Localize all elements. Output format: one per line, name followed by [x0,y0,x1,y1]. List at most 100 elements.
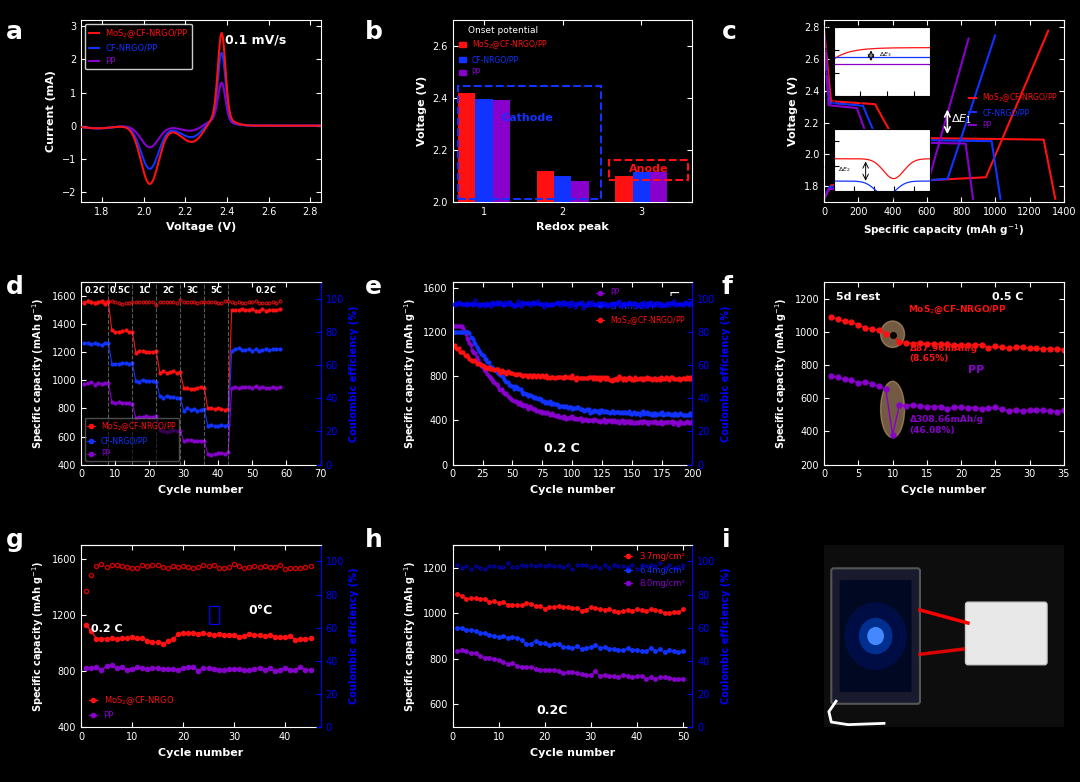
CF-NRGO/PP [678,411,691,420]
6.4mg/cm² [538,638,551,647]
MoS$_2$@CF-NRGO [248,630,261,640]
Text: c: c [721,20,737,44]
MoS$_2$@CF-NRGO [279,632,292,641]
MoS$_2$@CF-NRGO [268,632,281,641]
6.4mg/cm² [598,642,611,651]
8.0mg/cm² [576,669,589,679]
Text: 5d rest: 5d rest [836,292,880,303]
MoS$_2$@CF-NRGO [121,633,134,643]
3.7mg/cm² [464,594,477,603]
8.0mg/cm² [534,665,546,675]
3.7mg/cm² [607,607,620,616]
Text: 🌡: 🌡 [208,605,221,626]
6.4mg/cm² [667,647,680,656]
CF-NRGO/PP [511,382,524,392]
Circle shape [845,602,907,670]
8.0mg/cm² [580,670,593,680]
8.0mg/cm² [584,670,597,680]
8.0mg/cm² [507,658,519,668]
MoS$_2$@CF-NRGO [176,628,189,637]
Legend: MoS$_2$@CF-NRGO/PP, CF-NRGO/PP, PP: MoS$_2$@CF-NRGO/PP, CF-NRGO/PP, PP [85,23,192,70]
CF-NRGO/PP [457,327,470,336]
8.0mg/cm² [548,665,561,674]
PP [958,48,971,58]
Text: Δ308.66mAh/g
(46.08%): Δ308.66mAh/g (46.08%) [909,415,984,435]
CF-NRGO/PP [988,30,1001,40]
8.0mg/cm² [598,670,611,680]
MoS$_2$@CF-NRGO/PP [1036,41,1049,51]
PP [187,662,200,672]
X-axis label: Redox peak: Redox peak [536,222,609,232]
6.4mg/cm² [519,639,532,648]
3.7mg/cm² [474,595,487,604]
8.0mg/cm² [649,674,662,683]
6.4mg/cm² [525,639,538,648]
8.0mg/cm² [603,672,616,681]
PP [279,663,292,673]
PP [121,665,134,675]
PP [885,180,897,189]
Text: MoS$_2$@CF-NRGO/PP: MoS$_2$@CF-NRGO/PP [908,303,1007,315]
Y-axis label: Coulombic efficiency (%): Coulombic efficiency (%) [350,568,360,705]
6.4mg/cm² [603,644,616,653]
PP [294,662,307,672]
3.7mg/cm² [543,602,556,612]
MoS$_2$@CF-NRGO [288,635,301,644]
8.0mg/cm² [556,668,569,677]
8.0mg/cm² [672,675,685,684]
3.7mg/cm² [507,601,519,610]
Text: 0.5C: 0.5C [110,286,131,296]
3.7mg/cm² [594,604,607,614]
3.7mg/cm² [566,603,579,612]
MoS$_2$@CF-NRGO [264,631,276,640]
Text: $\Delta E_1$: $\Delta E_1$ [950,113,972,127]
FancyBboxPatch shape [839,580,912,692]
6.4mg/cm² [456,623,469,633]
6.4mg/cm² [649,647,662,656]
3.7mg/cm² [492,598,505,608]
MoS$_2$@CF-NRGO [305,633,318,643]
6.4mg/cm² [658,647,671,657]
Text: 0.2C: 0.2C [255,286,276,296]
CF-NRGO/PP [984,46,997,56]
8.0mg/cm² [621,671,634,680]
Text: 0.2 C: 0.2 C [91,624,122,634]
CF-NRGO/PP [686,410,699,419]
MoS$_2$@CF-NRGO [202,630,215,639]
MoS$_2$@CF-NRGO/PP [818,194,831,203]
MoS$_2$@CF-NRGO/PP [606,376,619,386]
6.4mg/cm² [460,626,473,635]
3.7mg/cm² [478,594,491,603]
PP [110,663,123,673]
PP [151,663,164,673]
3.7mg/cm² [621,605,634,615]
MoS$_2$@CF-NRGO/PP [447,342,460,351]
PP [125,665,138,674]
CF-NRGO/PP [818,194,831,203]
8.0mg/cm² [663,673,676,683]
MoS$_2$@CF-NRGO/PP [492,367,505,376]
3.7mg/cm² [584,603,597,612]
Bar [650,172,667,723]
PP [172,665,185,675]
3.7mg/cm² [562,603,575,612]
3.7mg/cm² [460,594,473,604]
MoS$_2$@CF-NRGO/PP [927,175,940,185]
8.0mg/cm² [474,651,487,661]
6.4mg/cm² [487,631,500,640]
Legend: MoS$_2$@CF-NRGO/PP, CF-NRGO/PP, PP: MoS$_2$@CF-NRGO/PP, CF-NRGO/PP, PP [457,23,550,79]
MoS$_2$@CF-NRGO/PP [920,176,933,185]
6.4mg/cm² [676,646,689,655]
MoS$_2$@CF-NRGO [110,634,123,644]
PP [273,665,286,674]
PP [253,663,266,673]
Ellipse shape [880,382,905,438]
PP [131,662,144,672]
Legend: 3.7mg/cm², 6.4mg/cm², 8.0mg/cm²: 3.7mg/cm², 6.4mg/cm², 8.0mg/cm² [621,549,688,591]
3.7mg/cm² [631,604,644,614]
Bar [458,92,475,723]
MoS$_2$@CF-NRGO [228,631,241,640]
MoS$_2$@CF-NRGO [136,633,149,643]
CF-NRGO/PP [896,178,909,187]
Y-axis label: Coulombic efficiency (%): Coulombic efficiency (%) [721,305,731,442]
